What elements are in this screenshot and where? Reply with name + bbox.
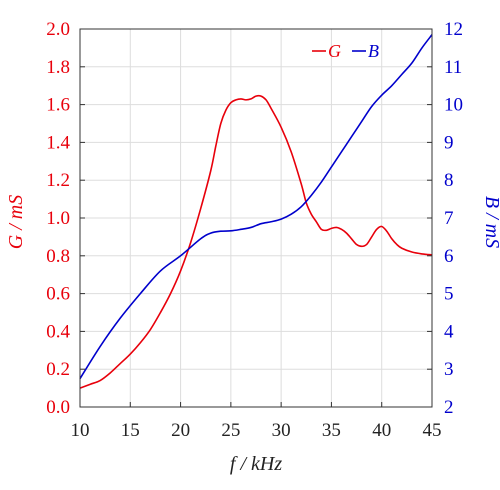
right-y-tick-label: 4 <box>444 321 454 342</box>
x-tick-label: 25 <box>221 420 240 441</box>
series-line-b <box>79 34 433 380</box>
right-y-tick-label: 5 <box>444 284 454 305</box>
left-y-tick-label: 0.8 <box>46 246 70 267</box>
left-y-axis-title: G / mS <box>5 195 27 249</box>
left-y-tick-label: 1.0 <box>46 208 70 229</box>
left-y-tick-label: 1.8 <box>46 57 70 78</box>
x-tick-label: 15 <box>121 420 140 441</box>
legend-label-g: G <box>328 41 341 61</box>
left-y-axis-ticks: 0.0 0.2 0.4 0.6 0.8 1.0 1.2 1.4 1.6 1.8 2.0 <box>46 19 85 418</box>
left-y-tick-label: 0.2 <box>46 359 70 380</box>
right-y-axis-title: B / mS <box>481 196 500 248</box>
right-y-tick-label: 8 <box>444 170 454 191</box>
right-y-tick-label: 12 <box>444 19 463 40</box>
right-y-tick-label: 10 <box>444 95 463 116</box>
right-y-tick-label: 3 <box>444 359 454 380</box>
right-y-tick-label: 2 <box>444 397 454 418</box>
right-y-tick-label: 9 <box>444 132 454 153</box>
x-tick-label: 20 <box>171 420 190 441</box>
x-tick-label: 35 <box>322 420 341 441</box>
legend: G B <box>312 41 379 61</box>
x-axis-title: f / kHz <box>230 453 282 475</box>
left-y-tick-label: 2.0 <box>46 19 70 40</box>
right-y-axis-ticks: 2 3 4 5 6 7 8 9 10 11 12 <box>427 19 463 418</box>
left-y-tick-label: 0.0 <box>46 397 70 418</box>
x-tick-label: 10 <box>71 420 90 441</box>
legend-label-b: B <box>368 41 379 61</box>
left-y-tick-label: 1.2 <box>46 170 70 191</box>
series-layer <box>79 34 433 389</box>
x-tick-label: 30 <box>272 420 291 441</box>
right-y-tick-label: 6 <box>444 246 454 267</box>
x-tick-label: 40 <box>372 420 391 441</box>
left-y-tick-label: 1.6 <box>46 95 70 116</box>
right-y-tick-label: 7 <box>444 208 454 229</box>
x-tick-label: 45 <box>423 420 442 441</box>
left-y-tick-label: 1.4 <box>46 132 70 153</box>
right-y-tick-label: 11 <box>444 57 462 78</box>
x-axis-ticks: 10 15 20 25 30 35 40 45 <box>71 402 442 441</box>
series-line-g <box>79 94 433 389</box>
left-y-tick-label: 0.4 <box>46 321 70 342</box>
left-y-tick-label: 0.6 <box>46 284 70 305</box>
grid-lines <box>79 28 433 408</box>
